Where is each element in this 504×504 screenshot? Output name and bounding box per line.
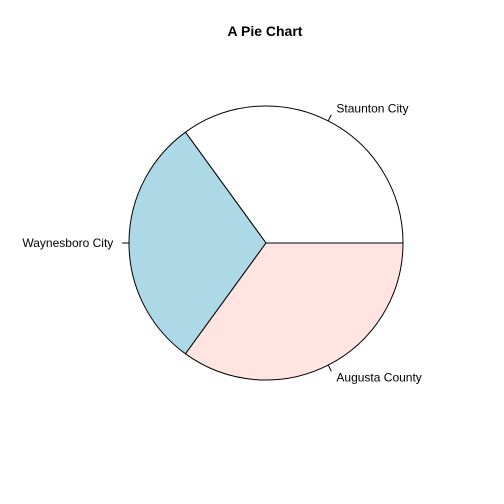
pie-label-tick <box>327 364 332 372</box>
chart-title: A Pie Chart <box>228 23 303 39</box>
pie-slice-label: Staunton City <box>336 102 408 116</box>
pie-labels: Staunton City Waynesboro City Augusta Coun… <box>22 102 421 385</box>
pie-slices <box>128 105 404 381</box>
pie-label-tick <box>327 114 332 122</box>
pie-slice-staunton-city <box>184 105 404 244</box>
pie-slice-label: Waynesboro City <box>22 236 113 250</box>
pie-slice-waynesboro-city <box>128 131 267 355</box>
pie-slice-label: Augusta County <box>336 370 421 384</box>
pie-slice-augusta-county <box>184 242 404 381</box>
